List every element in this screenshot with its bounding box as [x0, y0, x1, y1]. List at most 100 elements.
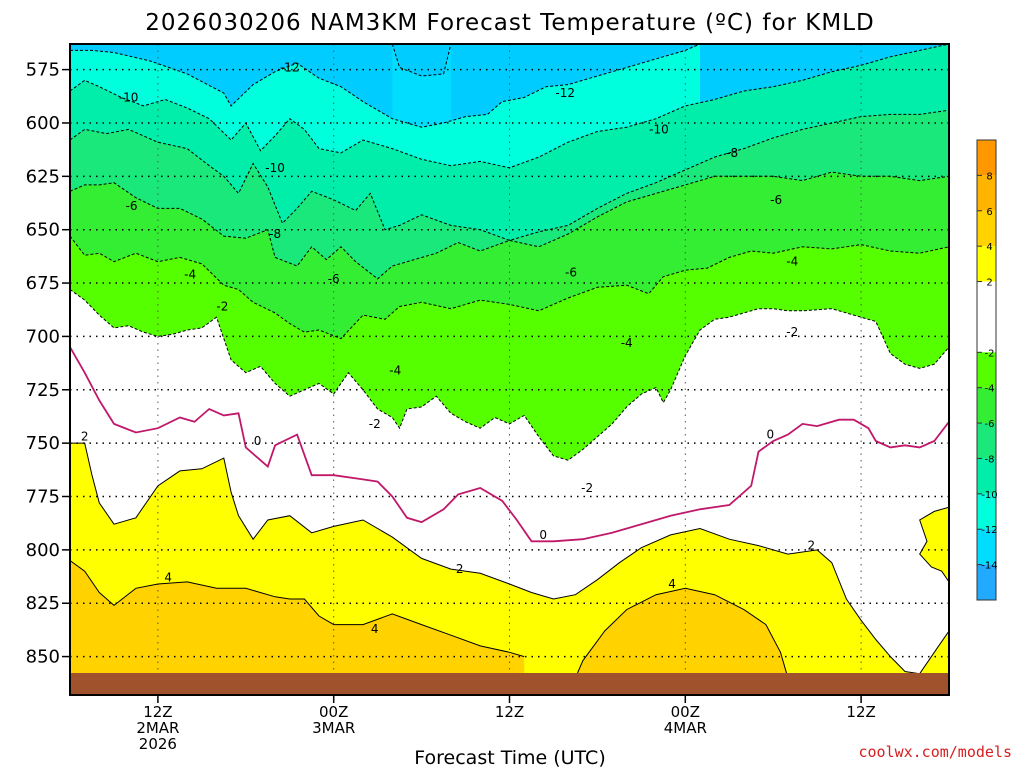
y-tick-650: 650: [26, 220, 60, 241]
fill-region-11: [568, 588, 796, 695]
terrain-ground: [70, 673, 949, 695]
x-tick-6-line-2: 2026: [139, 735, 177, 753]
isotherm-label-27: 4: [668, 577, 676, 591]
isotherm-label-4: -10: [649, 122, 669, 136]
isotherm-5: [70, 235, 949, 340]
isotherm-label-0: -12: [280, 60, 300, 74]
isotherm-label-21: 0: [766, 428, 774, 442]
x-tick-6-line-1: 2MAR: [136, 719, 179, 737]
colorbar-label--4: -4: [985, 384, 995, 395]
isotherm-lines: [70, 44, 949, 695]
y-tick-825: 825: [26, 593, 60, 614]
y-tick-800: 800: [26, 540, 60, 561]
colorbar-label-4: 4: [986, 242, 992, 253]
isotherm-label-20: 0: [539, 528, 547, 542]
colorbar-band-9: [977, 493, 996, 530]
gridlines: [70, 44, 949, 695]
chart-title: 2026030206 NAM3KM Forecast Temperature (…: [145, 10, 874, 36]
colorbar-band-11: [977, 564, 996, 600]
colorbar-band-3: [977, 246, 996, 282]
isotherm-9: [919, 506, 949, 583]
isotherm-labels: -12 -12 -10 -10 -10 -8 -8 -6 -6 -6 -6 -4 -4 -4 -4 -2 -2 -…: [81, 60, 815, 635]
x-tick-18-line-0: 00Z: [319, 703, 348, 721]
y-tick-575: 575: [26, 60, 60, 81]
x-tick-54-line-0: 12Z: [846, 703, 875, 721]
isotherm-label-9: -6: [565, 265, 577, 279]
colorbar-label--8: -8: [985, 454, 995, 465]
colorbar-band-4: [977, 281, 996, 353]
x-tick-18-line-1: 3MAR: [312, 719, 355, 737]
y-tick-725: 725: [26, 380, 60, 401]
colorbar-band-0: [977, 140, 996, 176]
isotherm-label-24: 2: [807, 539, 815, 553]
isotherm-10: [70, 560, 525, 658]
isotherm-label-23: 2: [456, 562, 464, 576]
colorbar-band-10: [977, 529, 996, 565]
colorbar-band-2: [977, 210, 996, 247]
colorbar-band-7: [977, 423, 996, 459]
fill-region-9: [919, 507, 949, 695]
isotherm-2: [70, 44, 949, 169]
isotherm-3: [70, 109, 949, 241]
temperature-fills: [70, 44, 949, 695]
isotherm-label-6: -8: [726, 146, 738, 160]
isotherm-label-7: -6: [126, 199, 138, 213]
colorbar-band-1: [977, 175, 996, 211]
isotherm-11: [567, 587, 796, 695]
y-axis: 575 600 625 650 675 700 725 750 775 800 825 850: [26, 60, 70, 668]
y-tick-675: 675: [26, 273, 60, 294]
colorbar-label--6: -6: [985, 419, 995, 430]
fill-region-10: [70, 560, 525, 695]
isotherm-label-25: 4: [164, 571, 172, 585]
x-tick-6-line-0: 12Z: [143, 703, 172, 721]
isotherm-7: [70, 346, 949, 543]
isotherm-label-2: -10: [119, 90, 139, 104]
x-tick-30-line-0: 12Z: [495, 703, 524, 721]
isotherm-4: [70, 171, 949, 280]
isotherm-6: [70, 289, 949, 461]
isotherm-1: [70, 44, 701, 128]
isotherm-label-13: -4: [621, 336, 633, 350]
isotherm-label-11: -4: [184, 268, 196, 282]
x-axis-label: Forecast Time (UTC): [414, 747, 605, 768]
colorbar-label--10: -10: [981, 490, 997, 501]
isotherm-label-22: 2: [81, 430, 89, 444]
y-tick-600: 600: [26, 113, 60, 134]
y-tick-775: 775: [26, 486, 60, 507]
isotherm-label-19: 0: [254, 434, 262, 448]
isotherm-8: [70, 442, 949, 675]
plot-area: -12 -12 -10 -10 -10 -8 -8 -6 -6 -6 -6 -4 -4 -4 -4 -2 -2 -…: [70, 44, 949, 695]
isotherm-0: [391, 44, 452, 77]
y-tick-850: 850: [26, 647, 60, 668]
x-tick-42-line-1: 4MAR: [664, 719, 707, 737]
isotherm-label-14: -4: [786, 255, 798, 269]
y-tick-700: 700: [26, 326, 60, 347]
colorbar-frame: [976, 139, 997, 601]
x-tick-42-line-0: 00Z: [671, 703, 700, 721]
colorbar-label--14: -14: [981, 561, 997, 572]
isotherm-label-3: -10: [265, 161, 285, 175]
isotherm-label-17: -2: [581, 481, 593, 495]
colorbar-label-6: 6: [986, 207, 992, 218]
isotherm-label-26: 4: [371, 622, 379, 636]
credit-link[interactable]: coolwx.com/models: [858, 743, 1012, 761]
isotherm-label-18: -2: [786, 325, 798, 339]
isotherm-label-12: -4: [389, 364, 401, 378]
colorbar-label--12: -12: [981, 525, 997, 536]
colorbar: 8 6 4 2 -2 -4 -6 -8 -10 -12 -14: [976, 139, 998, 601]
colorbar-band-6: [977, 387, 996, 424]
colorbar-label-8: 8: [986, 171, 992, 182]
colorbar-label--2: -2: [985, 348, 995, 359]
isotherm-label-5: -8: [269, 227, 281, 241]
y-tick-750: 750: [26, 433, 60, 454]
isotherm-label-15: -2: [216, 300, 228, 314]
colorbar-band-5: [977, 352, 996, 388]
isotherm-label-10: -6: [770, 193, 782, 207]
isotherm-label-16: -2: [369, 417, 381, 431]
y-tick-625: 625: [26, 166, 60, 187]
isotherm-label-1: -12: [555, 86, 575, 100]
colorbar-band-8: [977, 458, 996, 494]
isotherm-label-8: -6: [328, 272, 340, 286]
